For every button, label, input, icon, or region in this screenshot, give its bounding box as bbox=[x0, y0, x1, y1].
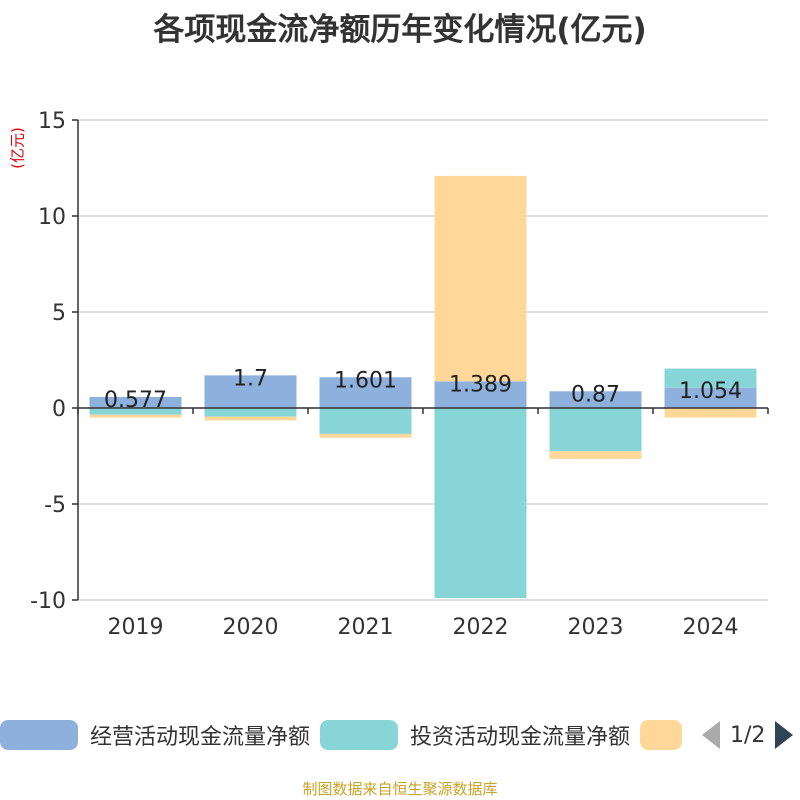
bar-2019-series-2 bbox=[89, 408, 182, 415]
y-tick-label: -10 bbox=[30, 589, 66, 614]
y-tick-label: 15 bbox=[38, 109, 66, 134]
bar-2022-series-3 bbox=[434, 175, 527, 382]
bar-2020-series-1 bbox=[204, 375, 297, 408]
bar-2023-series-1 bbox=[549, 391, 642, 408]
chart-plot: 15 10 5 0 -5 -10 2019 0.577 2020 1.7 2021 1.601 2022… bbox=[30, 109, 769, 640]
legend-swatch-operating bbox=[0, 720, 78, 750]
chart-title: 各项现金流净额历年变化情况(亿元) bbox=[153, 12, 647, 48]
x-tick-label: 2022 bbox=[453, 615, 509, 640]
legend-label-operating: 经营活动现金流量净额 bbox=[90, 725, 311, 750]
y-tick-label: 10 bbox=[38, 205, 66, 230]
legend-swatch-investing bbox=[320, 720, 398, 750]
bar-2021-series-1 bbox=[319, 377, 412, 408]
data-label: 0.87 bbox=[571, 382, 620, 407]
data-label: 1.389 bbox=[449, 372, 512, 397]
legend-prev-arrow-icon[interactable] bbox=[702, 721, 720, 749]
data-label: 1.054 bbox=[679, 379, 742, 404]
legend: 经营活动现金流量净额 投资活动现金流量净额 bbox=[0, 715, 800, 755]
x-tick-label: 2021 bbox=[338, 615, 394, 640]
data-label: 1.7 bbox=[233, 366, 268, 391]
legend-pager: 1/2 bbox=[700, 715, 800, 755]
y-tick-label: 0 bbox=[52, 397, 66, 422]
data-label: 1.601 bbox=[334, 368, 397, 393]
x-tick-label: 2023 bbox=[568, 615, 624, 640]
bar-2022-series-1 bbox=[434, 381, 527, 408]
legend-swatch-third-series bbox=[640, 720, 682, 750]
bar-2024-series-2 bbox=[664, 368, 757, 388]
legend-item-investing[interactable]: 投资活动现金流量净额 bbox=[320, 715, 630, 755]
y-tick-label: 5 bbox=[52, 301, 66, 326]
bar-2023-series-3 bbox=[549, 451, 642, 459]
legend-page-indicator: 1/2 bbox=[730, 722, 766, 748]
y-tick-label: -5 bbox=[44, 493, 66, 518]
bar-2020-series-3 bbox=[204, 416, 297, 421]
bar-2022-series-2 bbox=[434, 408, 527, 599]
x-tick-label: 2020 bbox=[223, 615, 279, 640]
x-tick-label: 2019 bbox=[108, 615, 164, 640]
legend-label-investing: 投资活动现金流量净额 bbox=[410, 725, 631, 750]
data-label: 0.577 bbox=[104, 388, 167, 413]
source-footer: 制图数据来自恒生聚源数据库 bbox=[302, 780, 498, 798]
bar-2021-series-2 bbox=[319, 408, 412, 434]
bar-2019-series-3 bbox=[89, 414, 182, 418]
bar-2019-series-1 bbox=[89, 396, 182, 408]
bar-2024-series-1 bbox=[664, 387, 757, 408]
legend-item-third-series[interactable] bbox=[640, 715, 682, 755]
bar-2021-series-3 bbox=[319, 433, 412, 438]
x-tick-label: 2024 bbox=[683, 615, 739, 640]
legend-next-arrow-icon[interactable] bbox=[775, 721, 794, 749]
bar-2024-series-3 bbox=[664, 408, 757, 418]
bar-2023-series-2 bbox=[549, 408, 642, 452]
bar-2020-series-2 bbox=[204, 408, 297, 417]
legend-item-operating[interactable]: 经营活动现金流量净额 bbox=[0, 715, 310, 755]
